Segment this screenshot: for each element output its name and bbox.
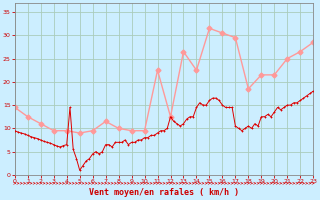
X-axis label: Vent moyen/en rafales ( km/h ): Vent moyen/en rafales ( km/h ) — [89, 188, 239, 197]
